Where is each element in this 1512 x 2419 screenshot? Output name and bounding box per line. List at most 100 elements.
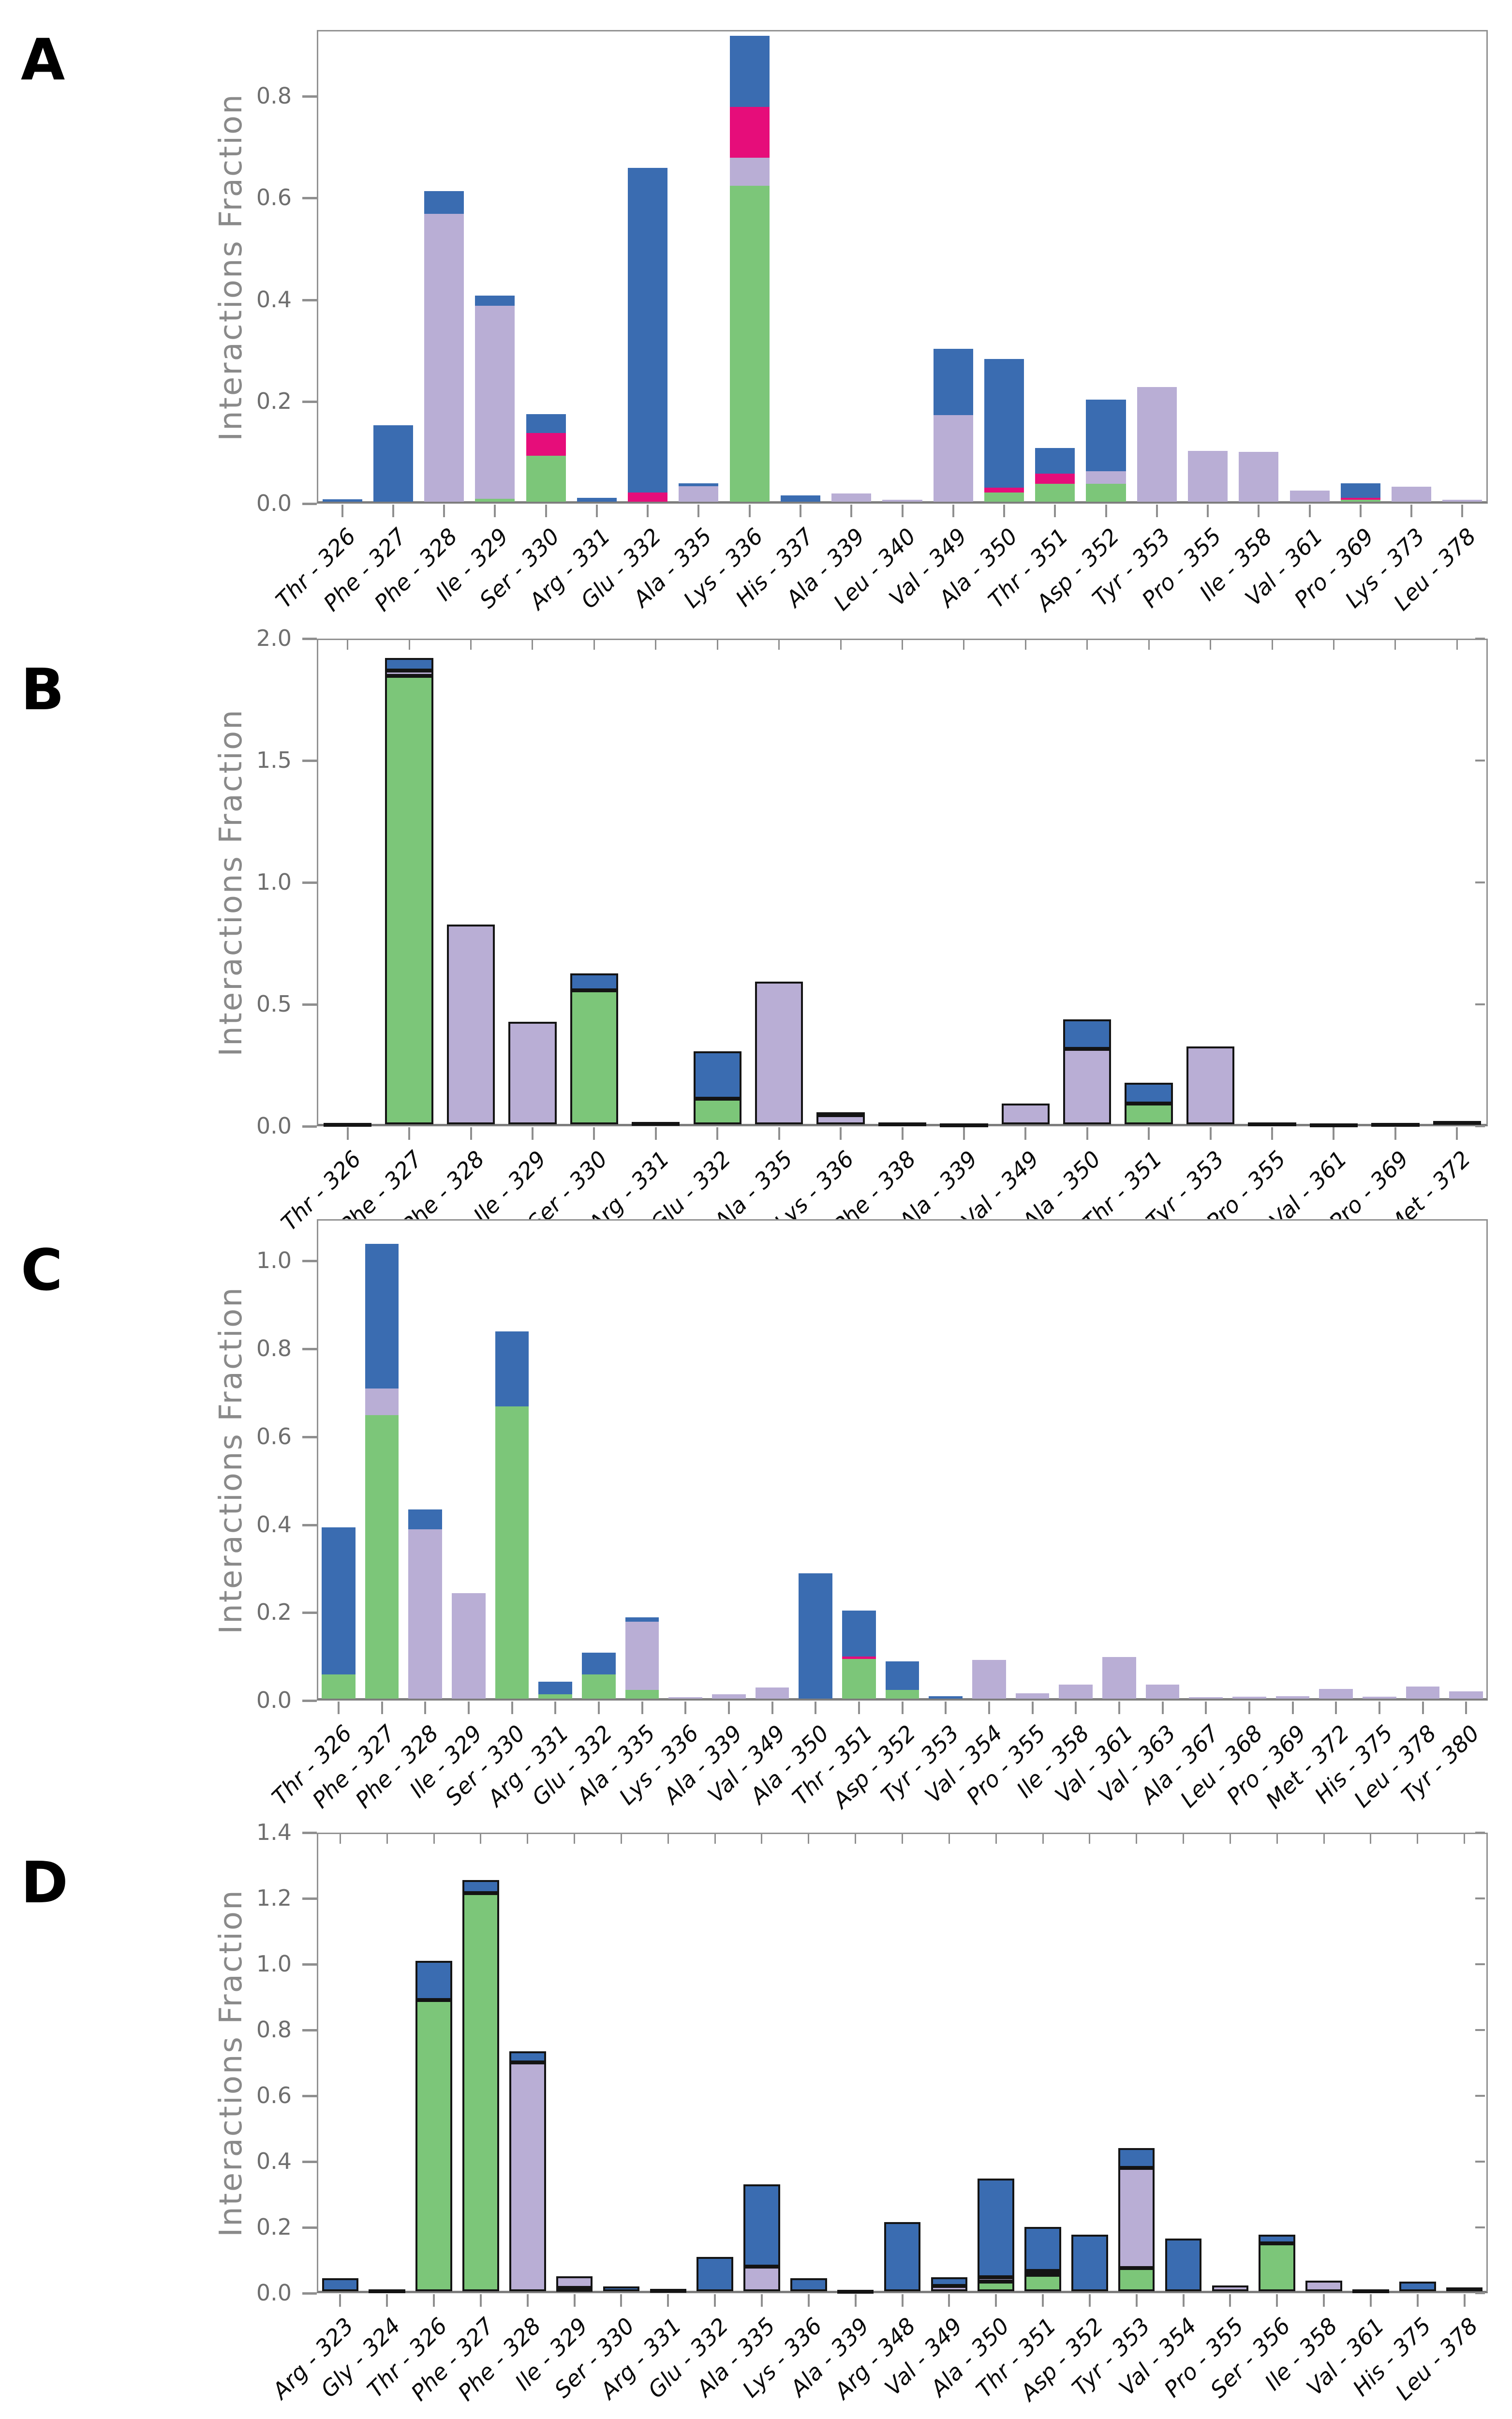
bar-segment bbox=[408, 1529, 443, 1699]
bar-segment bbox=[1392, 487, 1432, 502]
x-tick-mark bbox=[1207, 505, 1209, 517]
bar-segment bbox=[1086, 400, 1126, 471]
x-tick-mark-top bbox=[347, 640, 349, 650]
y-tick-label: 0.2 bbox=[256, 2214, 292, 2240]
y-tick-label: 1.0 bbox=[256, 1951, 292, 1977]
x-tick-mark bbox=[684, 1702, 687, 1714]
bar-segment bbox=[1035, 484, 1075, 502]
y-tick-label: 0.8 bbox=[256, 82, 292, 109]
x-tick-mark bbox=[531, 1127, 534, 1140]
y-tick-label: 0.6 bbox=[256, 1423, 292, 1449]
bar-segment bbox=[415, 2000, 452, 2291]
bar-segment bbox=[365, 1389, 399, 1415]
x-tick-mark bbox=[545, 505, 547, 517]
bar-segment bbox=[475, 498, 515, 502]
bar-segment bbox=[1071, 2235, 1108, 2291]
x-tick-mark-top bbox=[902, 1834, 903, 1844]
bar-segment bbox=[799, 1573, 833, 1699]
x-tick-mark bbox=[1308, 505, 1311, 517]
x-tick-mark bbox=[1258, 505, 1260, 517]
bar-segment bbox=[495, 1331, 529, 1406]
y-tick-mark-right bbox=[1475, 760, 1485, 762]
x-tick-mark-top bbox=[1229, 1834, 1231, 1844]
bar-segment bbox=[321, 1527, 356, 1675]
x-tick-mark bbox=[341, 505, 343, 517]
bar-segment bbox=[712, 1694, 746, 1699]
x-tick-mark bbox=[1465, 1702, 1468, 1714]
x-tick-mark bbox=[1156, 505, 1158, 517]
x-tick-mark-top bbox=[902, 640, 903, 650]
y-tick-mark bbox=[302, 401, 317, 403]
x-tick-mark bbox=[470, 1127, 472, 1140]
bar-segment bbox=[882, 499, 922, 502]
x-tick-mark bbox=[1161, 1702, 1164, 1714]
x-tick-mark-top bbox=[433, 1834, 435, 1844]
bar-segment bbox=[603, 2286, 640, 2291]
bar-segment bbox=[385, 658, 433, 671]
x-tick-mark bbox=[714, 2294, 716, 2307]
bar-segment bbox=[1102, 1657, 1136, 1699]
y-tick-label: 1.0 bbox=[256, 869, 292, 895]
bar-segment bbox=[1248, 1122, 1296, 1126]
bar-segment bbox=[1340, 497, 1380, 500]
bar-segment bbox=[755, 1687, 789, 1699]
bar-segment bbox=[1319, 1689, 1353, 1699]
bar-segment bbox=[679, 486, 719, 502]
y-tick-mark bbox=[302, 299, 317, 301]
x-tick-mark-top bbox=[1086, 640, 1088, 650]
bar-segment bbox=[1371, 1122, 1420, 1127]
x-tick-mark bbox=[443, 505, 445, 517]
bar-segment bbox=[581, 1674, 616, 1699]
y-tick-mark bbox=[302, 638, 317, 640]
y-tick-mark-right bbox=[1475, 881, 1485, 883]
bar-segment bbox=[679, 483, 719, 487]
x-tick-mark bbox=[647, 505, 649, 517]
bar-segment bbox=[1188, 450, 1228, 502]
bar-segment bbox=[1399, 2281, 1436, 2291]
bar-segment bbox=[538, 1694, 573, 1699]
y-tick-label: 1.5 bbox=[256, 747, 292, 773]
x-tick-mark-top bbox=[408, 640, 410, 650]
bar-segment bbox=[1035, 474, 1075, 484]
x-tick-mark bbox=[1003, 505, 1006, 517]
y-tick-mark-right bbox=[1475, 1125, 1485, 1127]
x-tick-mark bbox=[1410, 505, 1413, 517]
bar-segment bbox=[933, 415, 973, 502]
bar-segment bbox=[978, 2277, 1014, 2282]
x-tick-mark bbox=[963, 1127, 965, 1140]
x-tick-mark bbox=[901, 1702, 904, 1714]
x-tick-mark-top bbox=[1042, 1834, 1044, 1844]
y-axis-label: Interactions Fraction bbox=[213, 1889, 249, 2237]
x-tick-mark bbox=[901, 1127, 904, 1140]
x-tick-mark bbox=[901, 2294, 904, 2307]
bar-segment bbox=[940, 1123, 988, 1127]
y-tick-label: 0.4 bbox=[256, 2148, 292, 2174]
y-tick-label: 0.4 bbox=[256, 1511, 292, 1538]
y-tick-label: 0.6 bbox=[256, 2082, 292, 2108]
bar-segment bbox=[1433, 1120, 1481, 1125]
bar-segment bbox=[885, 1661, 919, 1690]
bar-segment bbox=[1137, 387, 1177, 502]
bar-segment bbox=[1362, 1697, 1396, 1699]
bar-segment bbox=[556, 2276, 593, 2288]
y-tick-label: 2.0 bbox=[256, 625, 292, 651]
x-tick-mark bbox=[526, 2294, 529, 2307]
x-tick-mark bbox=[641, 1702, 643, 1714]
bar-segment bbox=[322, 499, 362, 502]
bar-segment bbox=[408, 1509, 443, 1530]
y-tick-mark-right bbox=[1475, 1003, 1485, 1005]
x-tick-mark bbox=[346, 1127, 349, 1140]
x-tick-mark-top bbox=[1333, 640, 1334, 650]
x-tick-mark bbox=[1148, 1127, 1150, 1140]
x-tick-mark-top bbox=[470, 640, 472, 650]
bar-segment bbox=[729, 107, 770, 158]
bar-segment bbox=[884, 2222, 921, 2291]
y-tick-label: 0.8 bbox=[256, 2016, 292, 2043]
y-tick-label: 0.2 bbox=[256, 388, 292, 415]
bar-segment bbox=[693, 1051, 741, 1099]
bar-segment bbox=[1024, 2270, 1061, 2275]
x-tick-mark-top bbox=[574, 1834, 576, 1844]
bar-segment bbox=[509, 2062, 546, 2291]
y-tick-mark-right bbox=[1475, 1963, 1485, 1965]
x-tick-mark bbox=[1248, 1702, 1250, 1714]
